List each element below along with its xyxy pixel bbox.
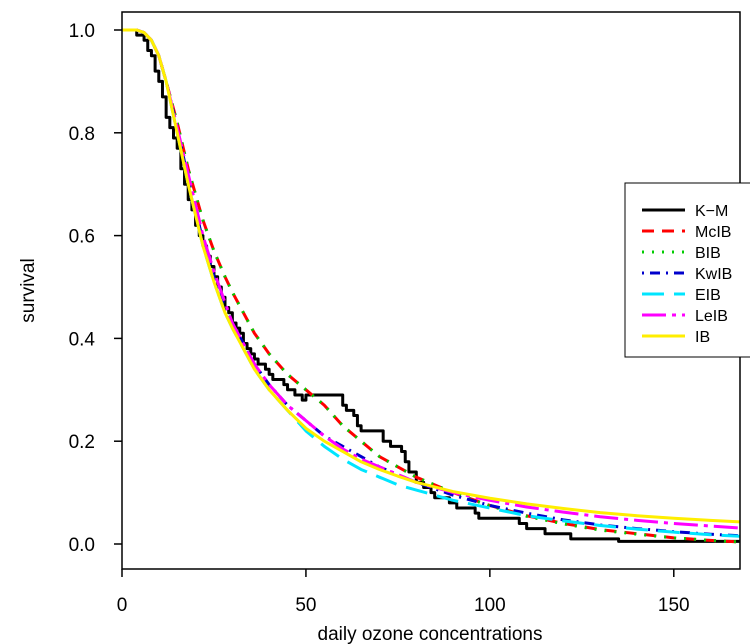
axis-ticks: 0 50 100 150 0.0 0.2 0.4 0.6 0.8 1.0 [69,21,690,616]
y-tick-label: 1.0 [69,21,95,42]
series-lines [122,28,740,544]
x-tick-label: 50 [295,595,316,616]
y-tick-label: 0.8 [69,124,95,145]
y-axis-title: survival [18,258,39,322]
series-line [122,28,740,524]
legend-label: EIB [695,287,721,304]
y-tick-label: 0.0 [69,535,95,556]
x-axis-title: daily ozone concentrations [318,624,543,644]
legend-label: IB [695,329,710,346]
legend-label: LeIB [695,308,728,325]
y-tick-label: 0.4 [69,329,96,350]
y-tick-label: 0.6 [69,227,95,248]
legend-label: KwIB [695,266,732,283]
x-tick-label: 100 [474,595,506,616]
x-tick-label: 0 [117,595,128,616]
legend-box [624,182,750,358]
legend: K−M McIB BIB KwIB EIB LeIB IB [624,182,750,358]
legend-label: K−M [695,203,728,220]
y-tick-label: 0.2 [69,432,95,453]
legend-label: McIB [695,224,731,241]
x-tick-label: 150 [658,595,690,616]
legend-label: BIB [695,245,721,262]
